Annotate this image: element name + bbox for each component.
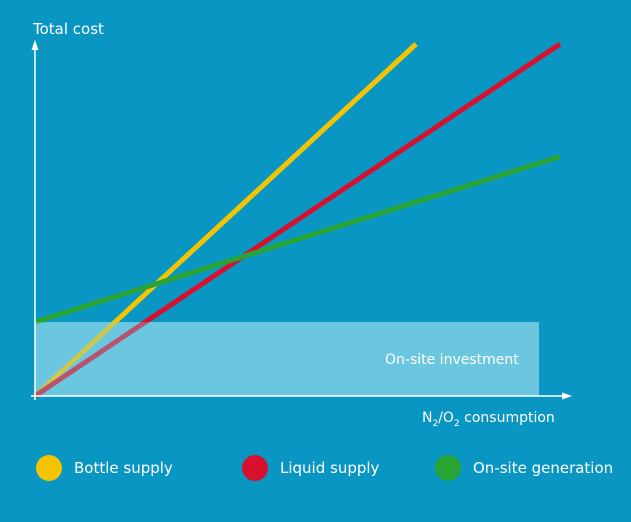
chart-axes bbox=[31, 40, 572, 400]
series-line-on-site-generation bbox=[34, 154, 561, 325]
y-axis-arrow bbox=[31, 40, 39, 50]
on-site-investment-band bbox=[35, 322, 539, 396]
x-axis-label: N2/O2 consumption bbox=[422, 410, 555, 429]
legend-bottle-supply-swatch bbox=[36, 455, 62, 481]
legend-item-on-site-generation: On-site generation bbox=[435, 452, 613, 484]
legend: Bottle supply Liquid supply On-site gene… bbox=[0, 452, 631, 484]
legend-on-site-generation-swatch bbox=[435, 455, 461, 481]
legend-liquid-supply-swatch bbox=[242, 455, 268, 481]
chart-bands bbox=[35, 322, 539, 396]
series-line-bottle-supply bbox=[33, 42, 418, 398]
chart: Total cost N2/O2 consumption On-site inv… bbox=[31, 20, 572, 429]
legend-on-site-generation-label: On-site generation bbox=[473, 459, 614, 477]
chart-lines bbox=[33, 41, 562, 399]
legend-liquid-supply-label: Liquid supply bbox=[280, 459, 380, 477]
on-site-investment-label: On-site investment bbox=[385, 352, 519, 368]
legend-item-bottle-supply: Bottle supply bbox=[36, 452, 173, 484]
series-line-liquid-supply bbox=[33, 41, 562, 399]
y-axis-label: Total cost bbox=[32, 20, 104, 38]
on-site-investment-band-overlay bbox=[35, 322, 539, 396]
x-axis-arrow bbox=[562, 392, 572, 400]
legend-item-liquid-supply: Liquid supply bbox=[242, 452, 379, 484]
legend-bottle-supply-label: Bottle supply bbox=[74, 459, 173, 477]
